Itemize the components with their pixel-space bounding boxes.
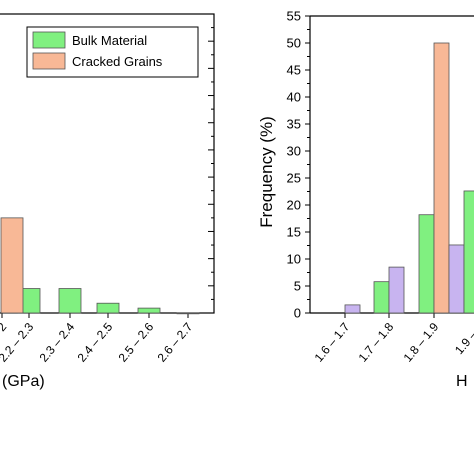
- left-chart: 22.2 – 2.3 2.3 – 2.42.4 – 2.5 2.5 – 2.62.6…: [0, 13, 215, 390]
- right-y-tick-label: 50: [287, 36, 301, 51]
- right-x-tick-label: 1.8 – 1.9: [401, 320, 442, 365]
- bulk-material-bar: [176, 312, 200, 315]
- right-y-tick-label: 5: [294, 279, 301, 294]
- third-series-bar: [344, 304, 361, 314]
- third-series-bar: [388, 266, 405, 314]
- right-y-tick-label: 35: [287, 117, 301, 132]
- right-chart: 0 5 10 15 20 25 30 35 40 45 50 55 Frequency (%) 1.6 –…: [257, 9, 474, 390]
- legend-label-bulk-material: Bulk Material: [72, 33, 147, 48]
- cracked-grains-bar: [0, 217, 24, 314]
- right-y-tick-label: 25: [287, 171, 301, 186]
- bulk-material-bar: [58, 288, 82, 314]
- left-x-tick-label: 2.3 – 2.4: [37, 320, 78, 365]
- right-y-tick-label: 20: [287, 198, 301, 213]
- bulk-material-bar: [418, 214, 435, 314]
- legend-label-cracked-grains: Cracked Grains: [72, 54, 163, 69]
- bulk-material-bar: [463, 190, 474, 314]
- right-y-tick-label: 55: [287, 9, 301, 24]
- left-x-tick-label: 2.4 – 2.5: [75, 320, 116, 365]
- bulk-material-bar: [373, 281, 390, 314]
- right-y-tick-label: 30: [287, 144, 301, 159]
- right-y-tick-label: 0: [294, 306, 301, 321]
- right-y-tick-label: 40: [287, 90, 301, 105]
- bulk-material-bar: [137, 307, 161, 314]
- right-y-tick-label: 10: [287, 252, 301, 267]
- right-y-tick-label: 45: [287, 63, 301, 78]
- right-x-tick-label: 1.9 – 2: [452, 320, 474, 357]
- right-x-axis-title: H: [456, 373, 468, 390]
- right-x-tick-label: 1.6 – 1.7: [312, 320, 353, 365]
- right-y-axis-title: Frequency (%): [257, 116, 276, 227]
- legend-swatch-bulk-material: [32, 31, 66, 49]
- cracked-grains-bar: [433, 42, 450, 314]
- third-series-bar: [448, 244, 465, 314]
- left-x-axis-title: (GPa): [2, 373, 45, 390]
- left-x-tick-label: 2: [0, 320, 9, 334]
- legend-swatch-cracked-grains: [32, 52, 66, 70]
- bulk-material-bar: [96, 302, 120, 314]
- legend: Bulk Material Cracked Grains: [26, 26, 199, 78]
- right-x-tick-label: 1.7 – 1.8: [356, 320, 397, 365]
- left-x-tick-label: 2.5 – 2.6: [116, 320, 157, 365]
- left-x-tick-label: 2.6 – 2.7: [155, 320, 196, 365]
- right-y-tick-label: 15: [287, 225, 301, 240]
